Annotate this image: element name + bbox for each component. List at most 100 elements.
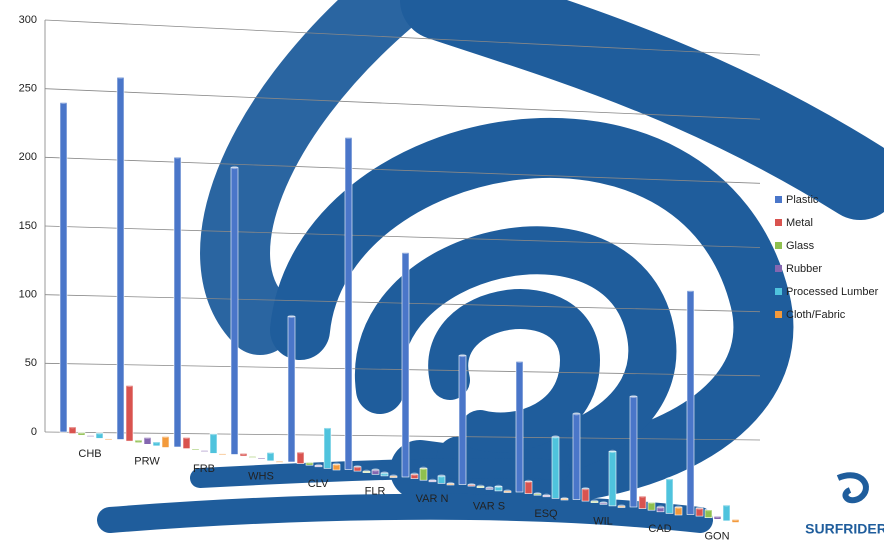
bar-top (420, 466, 427, 470)
grid-line (44, 225, 761, 248)
bar-top (573, 412, 580, 416)
bar-top (459, 353, 466, 358)
bar-top (732, 517, 739, 521)
bar (218, 453, 227, 456)
bar-top (153, 440, 160, 444)
legend-label: Cloth/Fabric (786, 309, 846, 321)
bar-top (675, 505, 682, 509)
bar-top (306, 460, 313, 464)
bar-top (543, 493, 550, 497)
bar-top (363, 469, 370, 473)
bar (617, 505, 626, 508)
bar (86, 435, 95, 438)
bar (428, 480, 437, 483)
bar (200, 450, 209, 453)
bar-top (126, 383, 133, 387)
bar-top (696, 506, 703, 510)
bar (182, 436, 191, 449)
bar-top (714, 514, 721, 518)
x-tick-label: WIL (593, 515, 613, 527)
bar (104, 438, 113, 441)
x-tick-label: GON (704, 530, 729, 540)
legend-swatch (775, 311, 782, 318)
bar (287, 316, 296, 463)
bar (560, 498, 569, 501)
bar-top (117, 75, 124, 79)
bar-top (183, 435, 190, 439)
x-tick-label: CHB (78, 448, 101, 460)
bar (419, 467, 428, 481)
y-tick-label: 150 (19, 220, 37, 232)
bar (275, 460, 284, 463)
bar (239, 452, 248, 457)
bar (608, 451, 617, 507)
grid-line (44, 19, 761, 56)
bar (95, 432, 104, 439)
bar (248, 455, 257, 458)
logo: SURFRIDER (805, 472, 884, 537)
bar-top (609, 449, 616, 453)
bar (191, 448, 200, 451)
bar-top (267, 450, 274, 454)
legend-label: Plastic (786, 194, 819, 206)
bar-top (60, 100, 67, 104)
bar-top (258, 456, 265, 460)
bar (332, 463, 341, 471)
bar-top (288, 314, 295, 319)
bar-top (516, 359, 523, 363)
bar (143, 437, 152, 445)
bar (266, 451, 275, 462)
bar (476, 485, 485, 488)
bar (401, 252, 410, 478)
bar (314, 465, 323, 468)
bar (152, 441, 161, 447)
x-tick-label: VAR N (416, 493, 449, 505)
bar (344, 137, 353, 470)
bar-top (447, 481, 454, 486)
bar-top (648, 500, 655, 504)
bar (704, 509, 713, 519)
bar (638, 495, 647, 509)
bar (437, 475, 446, 484)
bar-top (210, 431, 217, 436)
bar (695, 507, 704, 517)
x-tick-label: WHS (248, 470, 274, 482)
bar (371, 469, 380, 475)
bar-top (174, 155, 181, 159)
bar-top (591, 499, 598, 503)
x-tick-label: FLR (365, 485, 386, 497)
bar-top (582, 487, 589, 491)
bar-top (429, 478, 436, 482)
bar (686, 290, 695, 515)
bar-top (315, 463, 322, 467)
bar (590, 500, 599, 503)
bar-top (276, 459, 283, 463)
y-tick-label: 300 (19, 14, 37, 26)
bar (116, 76, 125, 440)
bar (305, 461, 314, 466)
legend-swatch (775, 219, 782, 226)
bar-top (411, 472, 418, 476)
legend-label: Metal (786, 217, 813, 229)
bar-top (657, 505, 664, 509)
y-tick-label: 200 (19, 151, 37, 163)
bar (134, 439, 143, 444)
bar-top (618, 504, 625, 508)
bar-top (600, 501, 607, 505)
bar-top (240, 451, 247, 455)
bar-top (354, 465, 361, 469)
bar-top (666, 477, 673, 481)
bar-top (192, 447, 199, 451)
bar-top (525, 479, 532, 483)
bar (656, 506, 665, 513)
bar (524, 480, 533, 494)
bar-top (630, 394, 637, 399)
bar (572, 413, 581, 500)
y-tick-label: 100 (19, 289, 37, 301)
bar-top (231, 165, 238, 170)
x-tick-label: CAD (648, 523, 671, 535)
bar-top (345, 135, 352, 139)
bar (533, 493, 542, 496)
bar-top (96, 431, 103, 435)
bar-top (639, 494, 646, 498)
